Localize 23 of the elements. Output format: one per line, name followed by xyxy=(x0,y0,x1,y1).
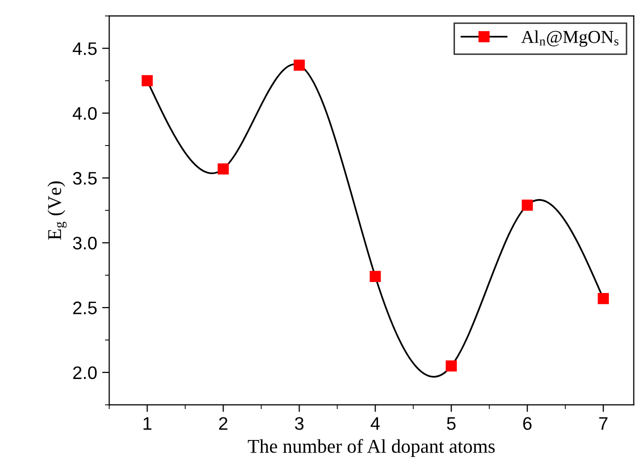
y-tick-label: 3.5 xyxy=(73,172,97,185)
y-tick-label: 2.5 xyxy=(73,302,97,314)
y-tick-label: 4.0 xyxy=(72,107,97,120)
point xyxy=(522,200,533,211)
legend-label: Al$_{n}$@MgON$_{s}$ xyxy=(521,30,618,47)
x-tick-label: 2 xyxy=(219,417,228,430)
x-tick-label: 5 xyxy=(446,417,456,430)
x-axis-title: The number of Al dopant atoms xyxy=(248,439,495,457)
y-tick-label: 3.0 xyxy=(73,236,97,250)
x-tick-label: 4 xyxy=(370,417,380,430)
point xyxy=(446,360,457,372)
point xyxy=(218,163,229,174)
x-tick-label: 3 xyxy=(294,417,304,430)
point xyxy=(598,292,609,304)
x-tick-label: 6 xyxy=(523,417,532,430)
x-tick-label: 7 xyxy=(599,417,608,430)
y-tick-label: 2.0 xyxy=(73,366,97,380)
x-tick-label: 1 xyxy=(144,417,152,430)
y-axis-title: E$_{g}$ (Ve) xyxy=(48,181,67,240)
point xyxy=(294,60,305,71)
point xyxy=(370,270,381,282)
y-tick-label: 4.5 xyxy=(72,42,97,56)
point xyxy=(142,75,153,86)
